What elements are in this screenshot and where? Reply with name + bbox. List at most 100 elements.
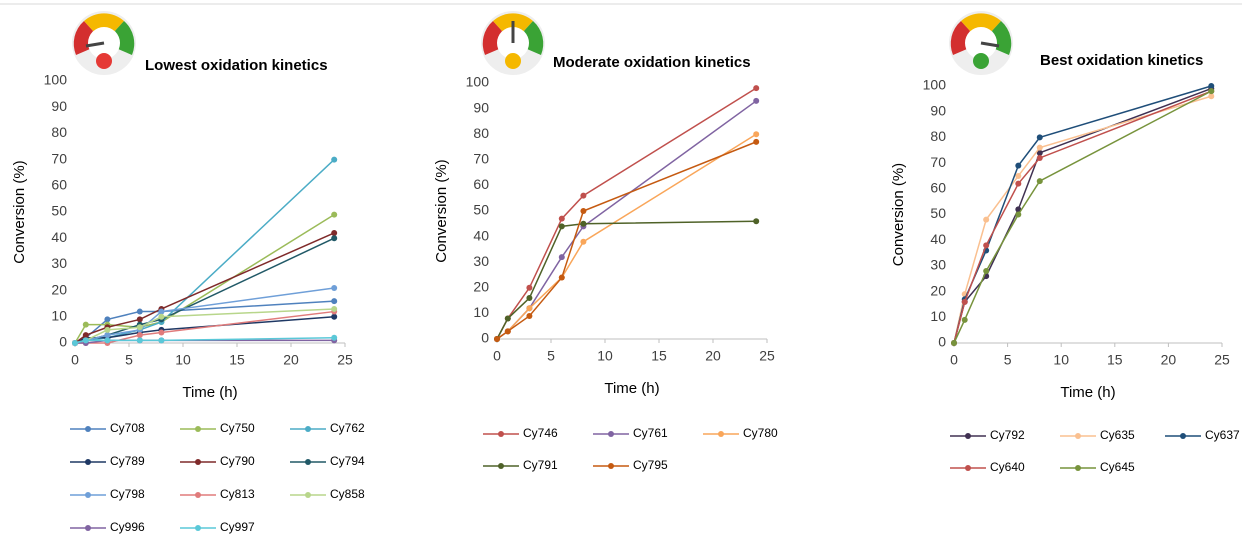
legend-marker (1075, 465, 1081, 471)
series-line (953, 90, 1212, 344)
x-tick-label: 15 (651, 348, 667, 364)
data-point (526, 284, 533, 291)
gauge-icon (481, 11, 545, 75)
y-tick-label: 50 (51, 203, 67, 219)
data-point (331, 298, 338, 305)
legend-label: Cy780 (743, 426, 778, 440)
x-tick-label: 10 (175, 352, 191, 368)
legend-marker (85, 459, 91, 465)
y-tick-label: 10 (51, 308, 67, 324)
data-point (580, 238, 587, 245)
legend-label: Cy750 (220, 421, 255, 435)
data-point (983, 268, 990, 275)
data-point (104, 337, 111, 344)
y-axis-label: Conversion (%) (890, 163, 907, 266)
x-tick-label: 25 (1214, 352, 1230, 368)
data-point (1208, 93, 1215, 100)
data-point (104, 326, 111, 333)
legend-marker (85, 426, 91, 432)
data-point (1208, 83, 1215, 89)
data-point (158, 329, 165, 336)
data-point (753, 85, 760, 92)
legend-marker (305, 426, 311, 432)
data-point (82, 332, 89, 339)
legend-label: Cy813 (220, 487, 255, 501)
x-tick-label: 15 (229, 352, 245, 368)
y-tick-label: 70 (51, 150, 67, 166)
legend-label: Cy637 (1205, 428, 1240, 442)
y-tick-label: 30 (930, 257, 946, 273)
data-point (558, 254, 565, 261)
data-point (580, 220, 587, 227)
data-point (951, 340, 957, 346)
y-tick-label: 50 (930, 205, 946, 221)
data-point (104, 332, 111, 339)
legend-marker (965, 433, 971, 439)
legend-marker (1075, 433, 1081, 439)
data-point (1036, 134, 1043, 141)
chart-title: Lowest oxidation kinetics (145, 57, 328, 74)
legend-label: Cy746 (523, 426, 558, 440)
x-tick-label: 20 (1161, 352, 1177, 368)
legend-label: Cy791 (523, 458, 558, 472)
data-point (526, 312, 533, 319)
data-point (331, 334, 338, 341)
legend-label: Cy645 (1100, 460, 1135, 474)
legend-marker (195, 426, 201, 432)
y-tick-label: 0 (938, 334, 946, 350)
x-tick-label: 15 (1107, 352, 1123, 368)
y-tick-label: 100 (44, 72, 68, 88)
legend-label: Cy761 (633, 426, 668, 440)
data-point (1015, 172, 1022, 179)
data-point (331, 229, 338, 236)
data-point (580, 192, 587, 199)
y-tick-label: 100 (466, 74, 490, 90)
legend-marker (965, 465, 971, 471)
data-point (158, 308, 165, 315)
x-tick-label: 20 (283, 352, 299, 368)
data-point (558, 223, 565, 230)
data-point (526, 295, 533, 302)
gauge-icon (949, 11, 1013, 75)
legend-marker (85, 525, 91, 531)
data-point (1015, 180, 1022, 187)
gauge-icon (72, 11, 136, 75)
y-axis-label: Conversion (%) (11, 160, 28, 263)
y-tick-label: 0 (59, 334, 67, 350)
y-tick-label: 10 (473, 304, 489, 320)
x-tick-label: 5 (125, 352, 133, 368)
x-tick-label: 10 (1053, 352, 1069, 368)
data-point (1036, 178, 1043, 185)
data-point (136, 316, 143, 323)
legend-marker (608, 463, 614, 469)
chart-title: Best oxidation kinetics (1040, 52, 1203, 69)
data-point (753, 131, 760, 138)
legend-label: Cy997 (220, 520, 255, 534)
data-point (136, 337, 143, 344)
x-tick-label: 0 (950, 352, 958, 368)
legend-marker (305, 459, 311, 465)
legend-marker (195, 459, 201, 465)
data-point (104, 316, 111, 323)
data-point (983, 216, 990, 223)
data-point (331, 313, 338, 320)
legend-marker (195, 492, 201, 498)
data-point (504, 315, 511, 322)
x-axis-label: Time (h) (1060, 384, 1115, 401)
data-point (82, 337, 89, 344)
y-tick-label: 90 (51, 98, 67, 114)
x-axis-label: Time (h) (182, 384, 237, 401)
series-line (74, 213, 335, 344)
data-point (72, 340, 78, 346)
legend-marker (498, 463, 504, 469)
data-point (753, 218, 760, 225)
data-point (158, 313, 165, 320)
data-point (558, 215, 565, 222)
data-point (158, 337, 165, 344)
y-tick-label: 80 (473, 125, 489, 141)
y-tick-label: 50 (473, 202, 489, 218)
y-tick-label: 70 (930, 154, 946, 170)
data-point (82, 321, 89, 328)
data-point (1036, 149, 1043, 156)
